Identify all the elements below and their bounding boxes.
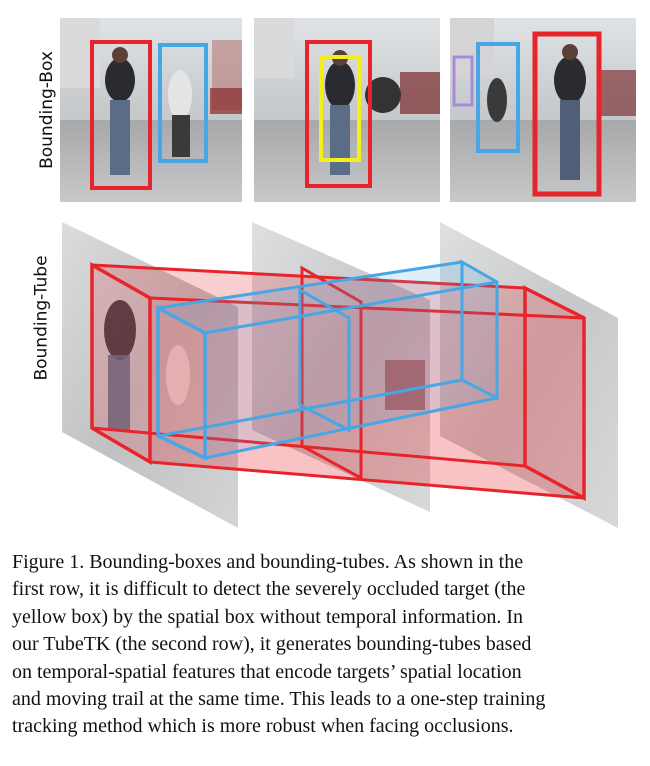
caption-line-4: our TubeTK (the second row), it generate… bbox=[12, 633, 532, 656]
bounding-box-frame-3 bbox=[450, 18, 636, 202]
blue-bounding-tube bbox=[156, 259, 499, 461]
caption-line-6: and moving trail at the same time. This … bbox=[12, 688, 546, 711]
caption-line-7: tracking method which is more robust whe… bbox=[12, 715, 514, 738]
caption-line-3: yellow box) by the spatial box without t… bbox=[12, 605, 524, 628]
bounding-box-frame-2 bbox=[254, 18, 440, 202]
bounding-box-frame-1 bbox=[60, 18, 242, 202]
figure-graphic bbox=[60, 18, 636, 528]
row-label-bounding-box: Bounding-Box bbox=[36, 51, 57, 169]
figure: Bounding-Box Bounding-Tube bbox=[31, 18, 636, 528]
caption-line-5: on temporal-spatial features that encode… bbox=[12, 660, 522, 683]
caption-line-1: Figure 1. Bounding-boxes and bounding-tu… bbox=[12, 551, 524, 573]
bounding-tube-frame-3 bbox=[385, 222, 618, 528]
caption-line-2: first row, it is difficult to detect the… bbox=[12, 578, 526, 601]
figure-caption: Figure 1. Bounding-boxes and bounding-tu… bbox=[12, 549, 640, 741]
row-label-bounding-tube: Bounding-Tube bbox=[31, 255, 52, 381]
